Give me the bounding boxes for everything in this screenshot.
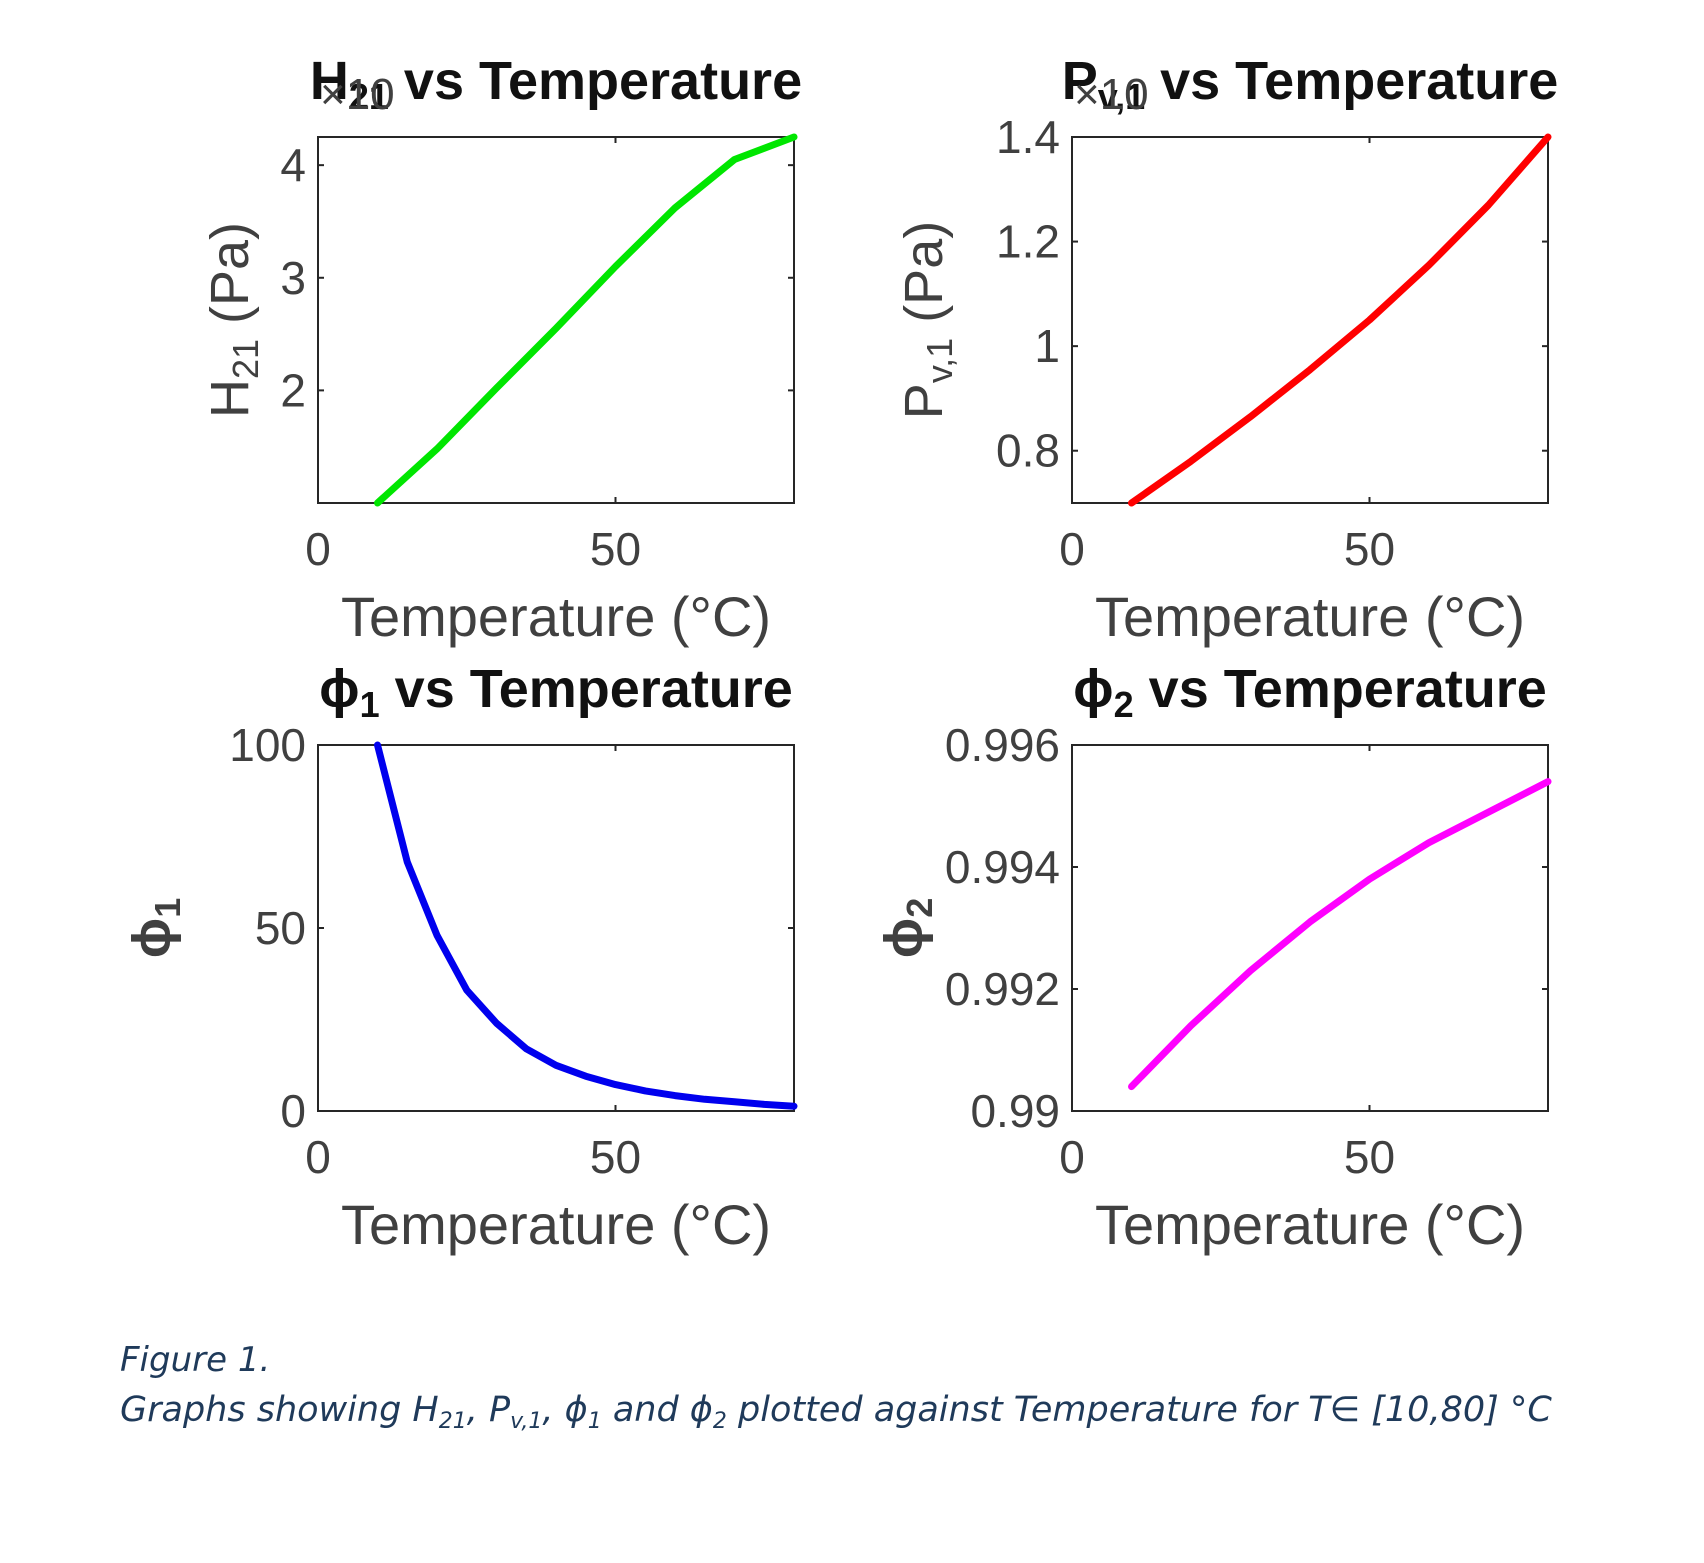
y-tick-label: 1 bbox=[1034, 320, 1060, 372]
y-tick-label: 0.8 bbox=[996, 425, 1060, 477]
y-axis-label: Pv,1 (Pa) bbox=[894, 221, 960, 419]
x-tick-label: 50 bbox=[1344, 1131, 1395, 1183]
y-tick-label: 1.2 bbox=[996, 216, 1060, 268]
figure-caption-text: Graphs showing H21, Pv,1, ϕ1 and ϕ2 plot… bbox=[120, 1390, 1552, 1434]
caption-part: plotted against Temperature for T∈ [10,8… bbox=[726, 1390, 1552, 1430]
x-axis-label: Temperature (°C) bbox=[1095, 585, 1525, 648]
title-main: P bbox=[1062, 51, 1098, 111]
x-axis-label: Temperature (°C) bbox=[1095, 1193, 1525, 1256]
y-tick-label: 0 bbox=[280, 1085, 306, 1137]
caption-part: , bbox=[542, 1390, 565, 1430]
title-rest: vs Temperature bbox=[380, 659, 793, 719]
data-line-phi2 bbox=[1128, 778, 1552, 1091]
chart-title: Pv,1 vs Temperature bbox=[1062, 51, 1559, 117]
chart-pv1: 0 500.811.21.4Pv,1 vs Temperature×10Tempe… bbox=[894, 51, 1558, 648]
y-label-sub: 21 bbox=[225, 339, 266, 379]
y-tick-label: 1.4 bbox=[996, 111, 1060, 163]
y-label-sub: 2 bbox=[899, 898, 940, 918]
x-axis-label: Temperature (°C) bbox=[341, 585, 771, 648]
y-axis-label: ϕ2 bbox=[874, 898, 940, 959]
y-label-rest: (Pa) bbox=[200, 222, 260, 339]
caption-phi: ϕ bbox=[564, 1390, 588, 1430]
data-line-pv1 bbox=[1128, 133, 1552, 507]
x-axis-label: Temperature (°C) bbox=[341, 1193, 771, 1256]
y-label-main: ϕ bbox=[122, 918, 182, 958]
y-label-rest: (Pa) bbox=[894, 221, 954, 338]
y-exponent-label: ×10 bbox=[1074, 70, 1149, 119]
y-axis-label: ϕ1 bbox=[122, 898, 188, 959]
caption-part: Graphs showing H bbox=[120, 1390, 439, 1430]
axes-box bbox=[1071, 744, 1549, 1112]
data-line-phi1 bbox=[374, 741, 798, 1110]
x-tick-label: 50 bbox=[1344, 523, 1395, 575]
x-tick-label: 50 bbox=[590, 523, 641, 575]
title-main: ϕ bbox=[319, 659, 359, 719]
y-tick-label: 50 bbox=[255, 902, 306, 954]
y-label-main: ϕ bbox=[874, 918, 934, 958]
title-rest: vs Temperature bbox=[1145, 51, 1558, 111]
x-tick-label: 50 bbox=[590, 1131, 641, 1183]
title-rest: vs Temperature bbox=[1134, 659, 1547, 719]
x-tick-label: 0 bbox=[305, 523, 331, 575]
y-label-sub: v,1 bbox=[919, 338, 960, 383]
caption-sub: v,1 bbox=[510, 1409, 543, 1434]
chart-title: H21 vs Temperature bbox=[310, 51, 802, 117]
y-tick-label: 0.994 bbox=[945, 841, 1060, 893]
y-label-main: P bbox=[894, 383, 954, 419]
y-tick-label: 3 bbox=[280, 252, 306, 304]
title-main: ϕ bbox=[1073, 659, 1113, 719]
data-line-h21 bbox=[374, 133, 798, 507]
chart-title: ϕ1 vs Temperature bbox=[319, 659, 793, 725]
caption-sub: 21 bbox=[438, 1409, 467, 1434]
y-label-sub: 1 bbox=[147, 898, 188, 918]
caption-sub: 2 bbox=[712, 1409, 727, 1434]
y-label-main: H bbox=[200, 379, 260, 418]
x-tick-label: 0 bbox=[305, 1131, 331, 1183]
y-tick-label: 0.99 bbox=[970, 1085, 1060, 1137]
title-main: H bbox=[310, 51, 349, 111]
y-exponent-label: ×10 bbox=[320, 70, 395, 119]
axes-box bbox=[317, 136, 795, 504]
caption-part: and bbox=[601, 1390, 690, 1430]
x-tick-label: 0 bbox=[1059, 523, 1085, 575]
y-tick-label: 2 bbox=[280, 364, 306, 416]
title-sub: 1 bbox=[360, 684, 380, 725]
y-tick-label: 0.992 bbox=[945, 963, 1060, 1015]
caption-part: , P bbox=[466, 1390, 511, 1430]
caption-phi: ϕ bbox=[689, 1390, 713, 1430]
axes-box bbox=[1071, 136, 1549, 504]
chart-title: ϕ2 vs Temperature bbox=[1073, 659, 1547, 725]
title-sub: 21 bbox=[349, 76, 389, 117]
y-tick-label: 4 bbox=[280, 139, 306, 191]
title-sub: v,1 bbox=[1098, 76, 1145, 117]
title-sub: 2 bbox=[1114, 684, 1134, 725]
title-rest: vs Temperature bbox=[389, 51, 802, 111]
x-tick-label: 0 bbox=[1059, 1131, 1085, 1183]
y-tick-label: 0.996 bbox=[945, 719, 1060, 771]
y-tick-label: 100 bbox=[229, 719, 306, 771]
y-axis-label: H21 (Pa) bbox=[200, 222, 266, 418]
caption-sub: 1 bbox=[587, 1409, 602, 1434]
figure-caption-label: Figure 1. bbox=[120, 1340, 271, 1380]
